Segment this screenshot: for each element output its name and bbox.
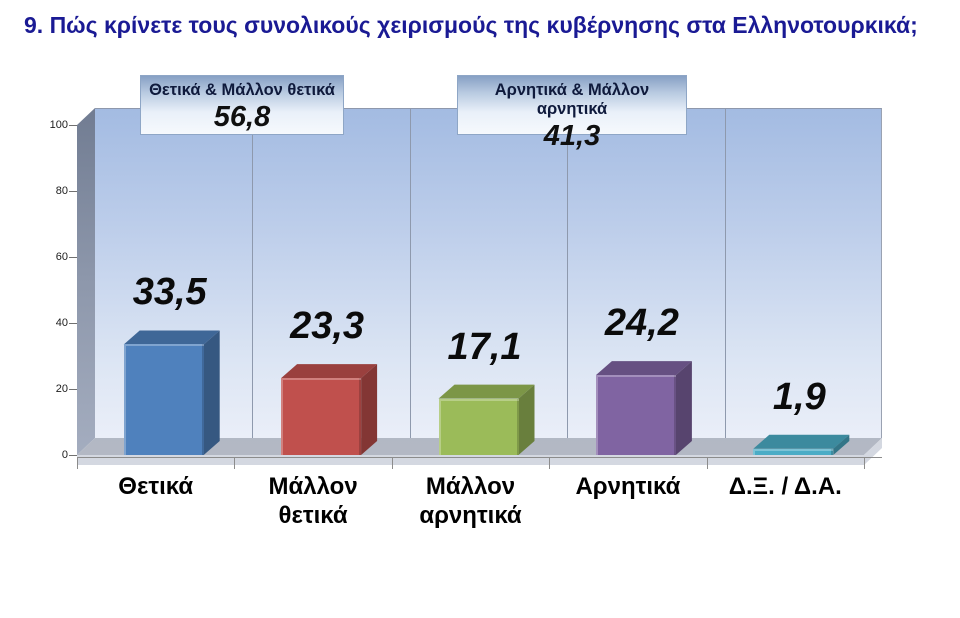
- y-axis-tick-mark: [69, 323, 77, 324]
- y-axis-tick-mark: [69, 257, 77, 258]
- category-label: Μάλλον αρνητικά: [419, 473, 522, 529]
- summary-positive-value: 56,8: [213, 101, 271, 133]
- y-axis-tick-label: 80: [55, 185, 68, 197]
- bar-front-face: [753, 448, 834, 455]
- x-axis-tick-mark: [706, 457, 708, 469]
- summary-negative-label: Αρνητικά & Μάλλον αρνητικά: [494, 81, 650, 118]
- bar-front-face: [595, 375, 676, 455]
- x-axis-tick-mark: [77, 457, 78, 469]
- y-axis-tick-label: 20: [55, 383, 68, 395]
- bar-front-face: [281, 378, 362, 455]
- page-title: 9. Πώς κρίνετε τους συνολικούς χειρισμού…: [24, 12, 918, 38]
- category-label: Αρνητικά: [575, 473, 681, 500]
- bar-front-face: [123, 344, 204, 455]
- y-axis-tick-label: 60: [55, 251, 68, 263]
- x-axis-tick-mark: [391, 457, 393, 469]
- x-axis-line: [77, 457, 882, 458]
- y-axis-tick-mark: [69, 125, 77, 126]
- category-gridline: [567, 108, 569, 438]
- category-label: Δ.Ξ. / Δ.Α.: [728, 473, 842, 500]
- y-axis-tick-mark: [69, 191, 77, 192]
- y-axis-tick-label: 100: [49, 119, 68, 131]
- category-gridline: [409, 108, 411, 438]
- bar-value-label: 23,3: [290, 305, 365, 348]
- bar-value-label: 1,9: [772, 375, 826, 418]
- summary-box-positive: Θετικά & Μάλλον θετικά 56,8: [140, 75, 344, 135]
- category-gridline: [252, 108, 254, 438]
- x-axis-tick-mark: [234, 457, 236, 469]
- y-axis-tick-label: 0: [61, 449, 68, 461]
- y-axis-tick-mark: [69, 389, 77, 390]
- y-axis-tick-label: 40: [55, 317, 68, 329]
- summary-negative-value: 41,3: [543, 120, 601, 152]
- y-axis-tick-mark: [69, 455, 77, 456]
- category-label: Θετικά: [118, 473, 194, 500]
- summary-box-negative: Αρνητικά & Μάλλον αρνητικά 41,3: [457, 75, 687, 152]
- category-label: Μάλλον θετικά: [268, 473, 358, 529]
- bar-value-label: 17,1: [447, 325, 522, 368]
- summary-positive-label: Θετικά & Μάλλον θετικά: [149, 81, 335, 99]
- x-axis-tick-mark: [864, 457, 865, 469]
- chart-back-wall: [95, 108, 882, 438]
- x-axis-tick-mark: [549, 457, 551, 469]
- bar-front-face: [438, 398, 519, 455]
- bar-value-label: 24,2: [604, 302, 679, 345]
- category-gridline: [724, 108, 726, 438]
- bar-value-label: 33,5: [132, 271, 207, 314]
